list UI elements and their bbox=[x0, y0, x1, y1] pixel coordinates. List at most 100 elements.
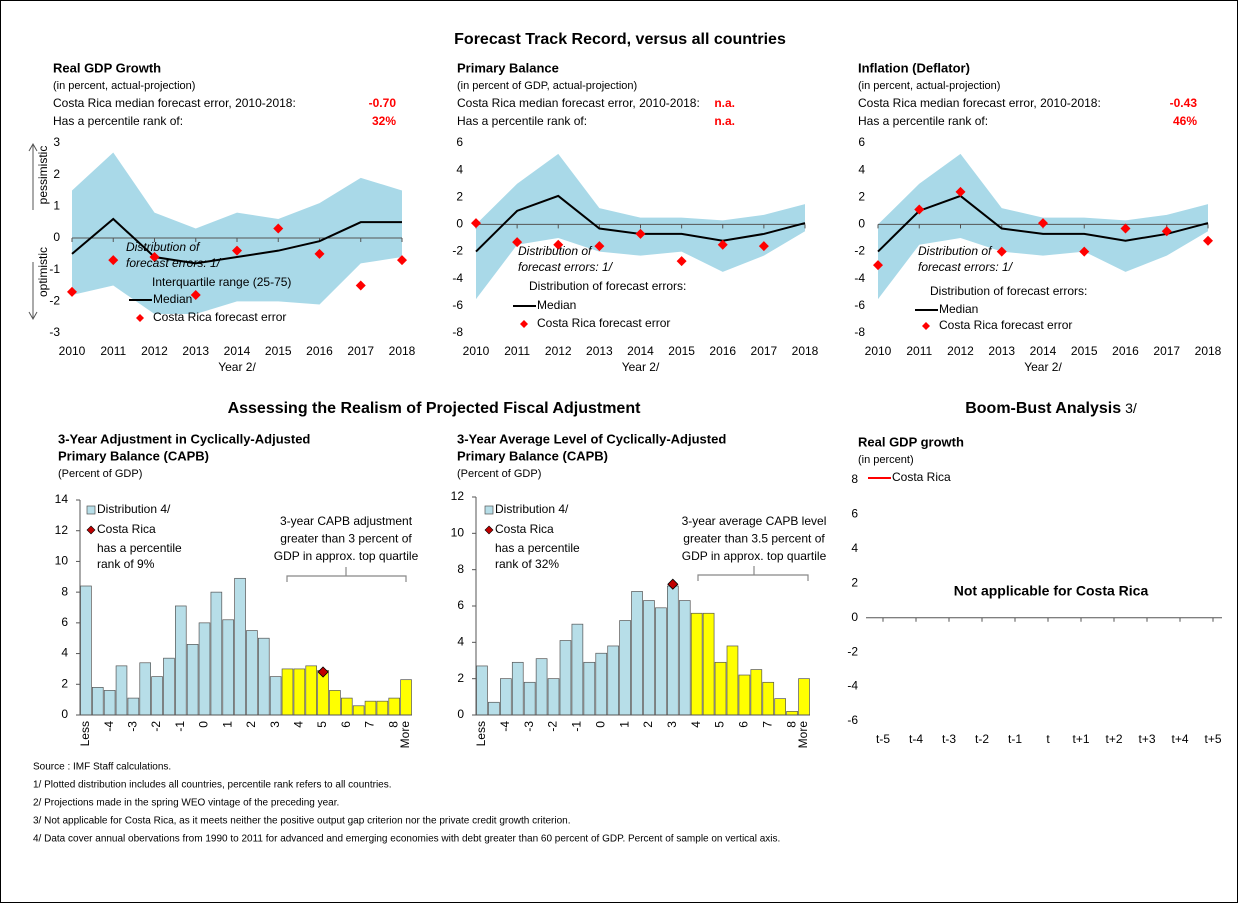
section-title: Assessing the Realism of Projected Fisca… bbox=[228, 400, 642, 417]
x-tick-label: -1 bbox=[173, 721, 187, 732]
y-tick-label: 6 bbox=[456, 135, 463, 149]
x-tick-label: 2018 bbox=[1195, 344, 1222, 358]
bar bbox=[631, 591, 643, 716]
x-tick-label: 7 bbox=[363, 721, 377, 728]
data-point bbox=[471, 218, 481, 229]
data-point bbox=[67, 286, 77, 297]
bar bbox=[115, 665, 128, 716]
y-tick-label: 6 bbox=[851, 507, 858, 521]
bar bbox=[269, 676, 282, 716]
legend-label: Distribution of forecast errors: bbox=[930, 284, 1087, 298]
bar bbox=[726, 645, 739, 716]
x-tick-label: t-5 bbox=[876, 732, 890, 746]
x-tick-label: 2010 bbox=[463, 344, 490, 358]
chart-title: 3-Year Adjustment in Cyclically-Adjusted bbox=[58, 431, 310, 446]
bar bbox=[619, 620, 631, 716]
data-point bbox=[190, 290, 201, 300]
y-tick-label: 4 bbox=[851, 541, 858, 555]
data-point bbox=[1203, 235, 1213, 246]
x-tick-label: t bbox=[1046, 732, 1050, 746]
legend-note: has a percentile bbox=[97, 541, 182, 555]
x-tick-label: 2018 bbox=[389, 344, 416, 358]
bar bbox=[607, 645, 619, 716]
y-tick-label: -4 bbox=[847, 679, 858, 693]
bar bbox=[293, 668, 306, 716]
x-tick-label: 2011 bbox=[504, 344, 530, 358]
bar bbox=[571, 623, 584, 716]
x-tick-label: t-2 bbox=[975, 732, 989, 746]
y-tick-label: 8 bbox=[851, 472, 858, 486]
x-tick-label: 2013 bbox=[586, 344, 613, 358]
data-point bbox=[758, 241, 769, 252]
chart-subtitle: (in percent) bbox=[858, 454, 914, 466]
x-tick-label: 0 bbox=[197, 721, 211, 728]
legend-swatch bbox=[86, 525, 96, 535]
legend-swatch bbox=[922, 322, 930, 330]
legend-label: Median bbox=[537, 298, 576, 312]
x-axis-title: Year 2/ bbox=[622, 360, 660, 374]
data-point bbox=[314, 248, 325, 259]
y-tick-label: 4 bbox=[457, 635, 464, 649]
data-point bbox=[355, 280, 366, 291]
chart-title: Real GDP growth bbox=[858, 434, 964, 449]
stat-label: Costa Rica median forecast error, 2010-2… bbox=[858, 96, 1101, 110]
data-point bbox=[149, 252, 160, 262]
legend-swatch bbox=[520, 320, 528, 328]
x-tick-label: 2014 bbox=[224, 344, 251, 358]
bar bbox=[559, 640, 572, 716]
y-tick-label: -6 bbox=[854, 298, 865, 312]
x-tick-label: 2011 bbox=[100, 344, 126, 358]
bar bbox=[500, 678, 512, 716]
legend-label: Median bbox=[153, 292, 192, 306]
stat-label: Costa Rica median forecast error, 2010-2… bbox=[457, 96, 700, 110]
y-tick-label: 0 bbox=[858, 217, 865, 231]
legend-swatch bbox=[484, 505, 494, 515]
bar bbox=[702, 612, 715, 716]
legend-label: Costa Rica bbox=[495, 522, 554, 536]
bar bbox=[488, 701, 500, 716]
x-tick-label: 5 bbox=[315, 721, 329, 728]
data-point bbox=[873, 260, 883, 271]
bracket bbox=[286, 567, 407, 582]
data-point bbox=[1161, 226, 1172, 237]
bar bbox=[678, 600, 691, 716]
bar bbox=[738, 674, 751, 716]
bar bbox=[92, 687, 104, 716]
arrow bbox=[28, 142, 38, 210]
x-tick-label: 2 bbox=[244, 721, 258, 728]
x-tick-label: 2012 bbox=[947, 344, 974, 358]
y-tick-label: -2 bbox=[49, 294, 60, 308]
x-tick-label: t+5 bbox=[1204, 732, 1221, 746]
y-side-label: pessimistic bbox=[36, 146, 50, 205]
chart-subtitle: (in percent, actual-projection) bbox=[53, 80, 195, 92]
annotation: greater than 3.5 percent of bbox=[683, 532, 825, 546]
legend-label: Distribution 4/ bbox=[97, 502, 171, 516]
stat-value: -0.43 bbox=[1170, 96, 1198, 110]
y-tick-label: -8 bbox=[854, 325, 865, 339]
y-tick-label: 12 bbox=[55, 523, 69, 537]
legend-label: Distribution 4/ bbox=[495, 502, 569, 516]
data-point bbox=[512, 237, 523, 248]
costa-rica-marker bbox=[317, 666, 329, 678]
y-tick-label: 2 bbox=[457, 671, 464, 685]
annotation: Distribution of bbox=[518, 244, 593, 258]
x-tick-label: Less bbox=[474, 721, 488, 746]
bar bbox=[547, 678, 560, 716]
bar bbox=[388, 697, 400, 716]
x-tick-label: 2015 bbox=[1071, 344, 1098, 358]
legend-note: rank of 32% bbox=[495, 557, 559, 571]
x-tick-label: 2012 bbox=[545, 344, 572, 358]
bar bbox=[305, 665, 317, 716]
annotation: forecast errors: 1/ bbox=[918, 260, 1014, 274]
section-title-note: 3/ bbox=[1125, 400, 1137, 416]
bar bbox=[329, 690, 341, 716]
y-tick-label: -4 bbox=[854, 271, 865, 285]
data-point bbox=[273, 223, 284, 234]
y-tick-label: 4 bbox=[456, 162, 463, 176]
x-tick-label: 7 bbox=[760, 721, 774, 728]
annotation: forecast errors: 1/ bbox=[518, 260, 614, 274]
x-tick-label: 0 bbox=[593, 721, 607, 728]
y-tick-label: -4 bbox=[452, 271, 463, 285]
y-tick-label: 8 bbox=[457, 562, 464, 576]
